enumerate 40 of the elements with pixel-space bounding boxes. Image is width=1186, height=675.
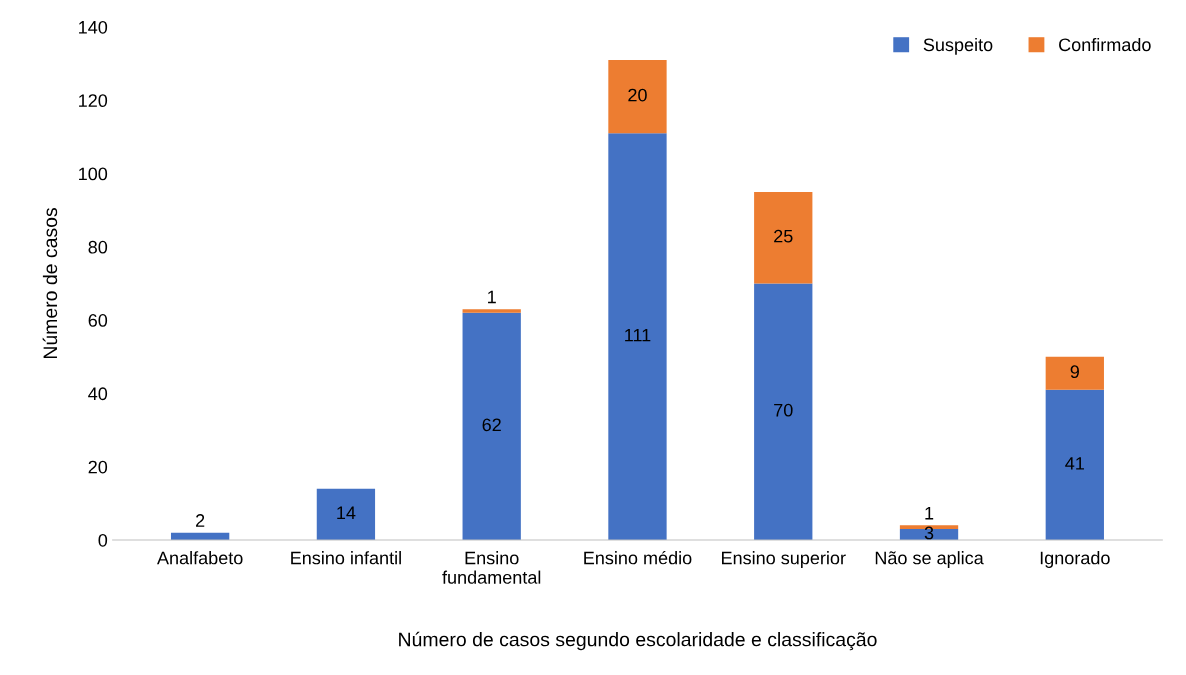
x-tick-label: Ensino fundamental	[442, 551, 541, 584]
x-axis-title: Número de casos segundo escolaridade e classificação	[399, 631, 877, 651]
y-tick-label: 0	[98, 533, 108, 547]
x-tick-label: Analfabeto	[157, 551, 243, 565]
y-axis-title: Número de casos	[42, 208, 58, 359]
y-tick-label: 120	[79, 94, 108, 108]
data-label: 2	[196, 514, 205, 527]
y-tick-label: 40	[88, 387, 108, 401]
bar	[462, 309, 521, 313]
data-label: 3	[924, 526, 934, 540]
bar	[608, 133, 667, 540]
data-label: 1	[925, 506, 934, 520]
bar	[1045, 389, 1104, 540]
x-tick-label: Ensino superior	[722, 551, 846, 568]
bar	[608, 59, 667, 134]
x-tick-label: Ignorado	[1040, 551, 1110, 568]
data-label: 41	[1065, 457, 1084, 470]
x-tick-label: Ensino infantil	[291, 551, 401, 565]
bar	[462, 312, 521, 540]
bar	[754, 191, 813, 284]
bar	[316, 488, 376, 540]
legend-label: Confirmado	[1059, 37, 1151, 52]
data-label: 1	[488, 290, 496, 304]
y-tick-label: 80	[88, 240, 108, 254]
y-tick-label: 20	[88, 460, 108, 474]
data-label: 70	[774, 403, 793, 417]
data-label: 111	[625, 328, 651, 342]
y-tick-label: 140	[79, 20, 108, 34]
data-label: 20	[628, 88, 647, 102]
y-tick-label: 60	[88, 314, 108, 327]
x-tick-label: Não se aplica	[875, 551, 984, 568]
legend-label: Suspeito	[923, 37, 993, 55]
data-label: 14	[337, 506, 356, 520]
data-label: 9	[1070, 365, 1079, 379]
y-tick-label: 100	[79, 167, 108, 181]
data-label: 62	[482, 418, 501, 432]
data-label: 25	[774, 229, 793, 243]
bar	[754, 283, 813, 540]
x-tick-label: Ensino médio	[584, 550, 692, 565]
bar	[1045, 356, 1104, 390]
